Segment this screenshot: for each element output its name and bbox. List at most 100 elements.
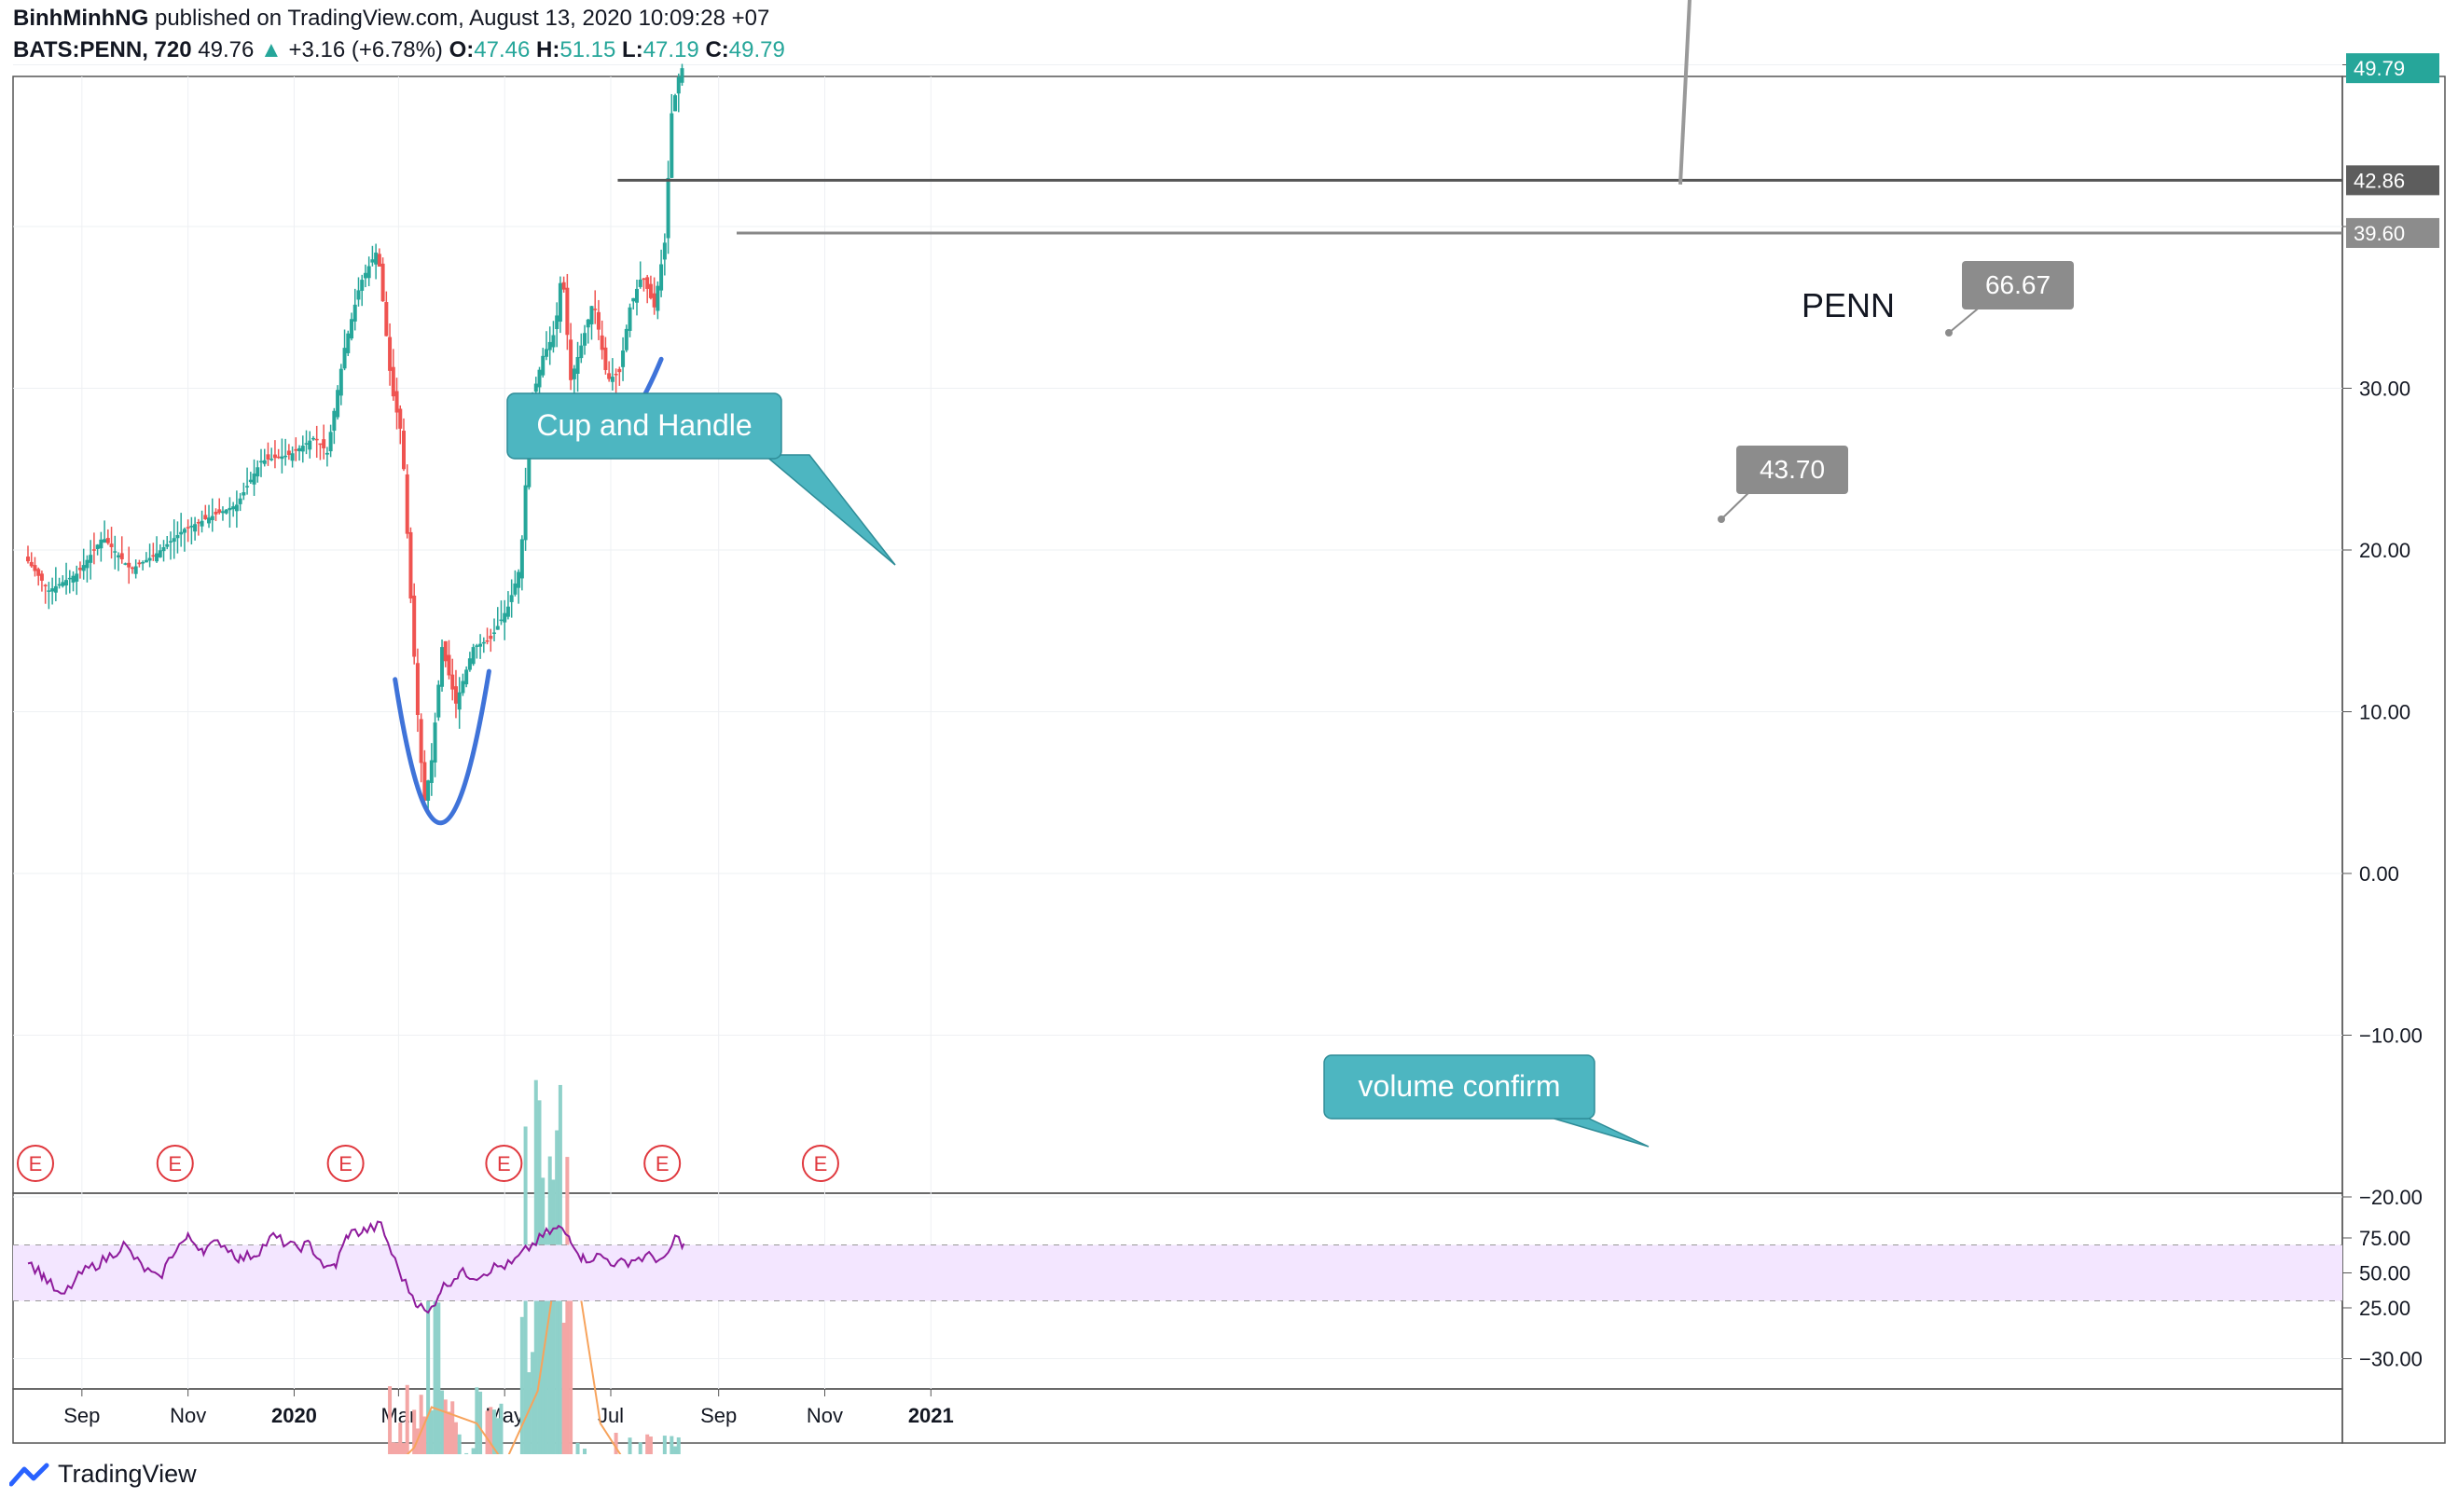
candle [680,68,684,83]
rsi-tick-label: 50.00 [2359,1262,2410,1285]
candle [388,337,393,371]
candle [412,595,417,657]
earnings-marker-label: E [497,1152,511,1175]
volume-bar [443,1399,448,1454]
candle [450,674,455,690]
volume-bar [426,1277,431,1454]
rsi-tick-label: 75.00 [2359,1227,2410,1250]
callout-pointer [762,454,896,566]
candle [503,612,507,623]
candle [467,658,472,670]
candle [673,95,678,112]
candle [583,333,587,346]
candle [272,454,277,459]
candle [547,341,552,351]
target-arrow [1678,0,1692,185]
candle [415,663,420,715]
earnings-marker [485,1145,523,1182]
candle [123,563,128,565]
price-tick-label: 20.00 [2359,539,2410,562]
candle [224,509,228,514]
candle [318,443,323,446]
candle [628,307,632,331]
candle [656,285,660,311]
volume-bar [447,1411,451,1454]
candle [436,684,441,718]
volume-bar [433,1274,437,1454]
candle [648,283,653,298]
candle [75,573,79,582]
note-anchor [1945,329,1953,337]
candle [151,555,156,557]
candle [137,562,142,565]
candle [380,263,385,302]
volume-bar [648,1436,653,1454]
candle [610,377,614,382]
candle [589,306,594,324]
candle [517,571,521,588]
open-value: 47.46 [474,37,531,62]
candle [593,309,598,310]
candle [269,459,274,460]
candle [638,280,642,287]
author-name[interactable]: BinhMinhNG [13,6,149,31]
candle [61,582,65,586]
volume-bar [499,1403,504,1454]
candle [579,345,584,359]
close-value: 49.79 [728,37,785,62]
tradingview-logo-icon [9,1463,49,1486]
price-pane-frame [12,76,2343,1194]
candle [645,277,650,289]
candle [575,357,580,374]
volume-bar [485,1410,490,1454]
chart-canvas[interactable]: 90.0080.0070.0060.0050.0040.0030.0020.00… [0,0,2458,1454]
candle [356,290,361,300]
candle [328,432,333,452]
up-arrow-icon: ▲ [260,37,283,62]
candle [624,328,628,351]
candle [443,640,448,662]
price-tick-label: −20.00 [2359,1186,2423,1209]
candle [489,635,493,639]
candle [662,242,667,260]
candle [103,539,107,543]
volume-bar [478,1391,483,1454]
earnings-marker [643,1145,682,1182]
candle [565,287,570,336]
last-price-label: 49.79 [2354,57,2405,80]
candle [652,293,656,308]
earnings-marker-label: E [814,1152,828,1175]
time-tick-label: Sep [63,1404,100,1427]
candle [377,254,381,267]
rsi-tick-label: 25.00 [2359,1297,2410,1320]
low-label: L: [622,37,643,62]
candle [676,76,681,94]
candle [621,351,626,367]
candle [614,373,618,376]
tradingview-logo[interactable]: TradingView [9,1460,197,1489]
candle [266,454,270,460]
published-text: published on TradingView.com, August 13,… [154,6,770,31]
candle [558,282,562,323]
volume-bar [464,1452,469,1454]
candle [210,515,214,521]
candle [276,456,281,459]
candle [561,282,566,290]
candle [242,492,246,496]
candle [95,544,100,549]
candle [481,641,486,644]
candle [603,347,608,370]
candle [422,762,427,801]
earnings-marker [326,1145,365,1182]
candle [67,577,72,580]
low-value: 47.19 [642,37,699,62]
close-label: C: [705,37,729,62]
volume-bar [489,1407,493,1454]
price-tick-label: 0.00 [2359,862,2399,886]
candle [572,368,576,379]
candle [172,538,176,543]
volume-bar [495,1418,500,1454]
candle [408,531,413,599]
volume-bar [583,1449,587,1454]
candle [47,590,51,592]
